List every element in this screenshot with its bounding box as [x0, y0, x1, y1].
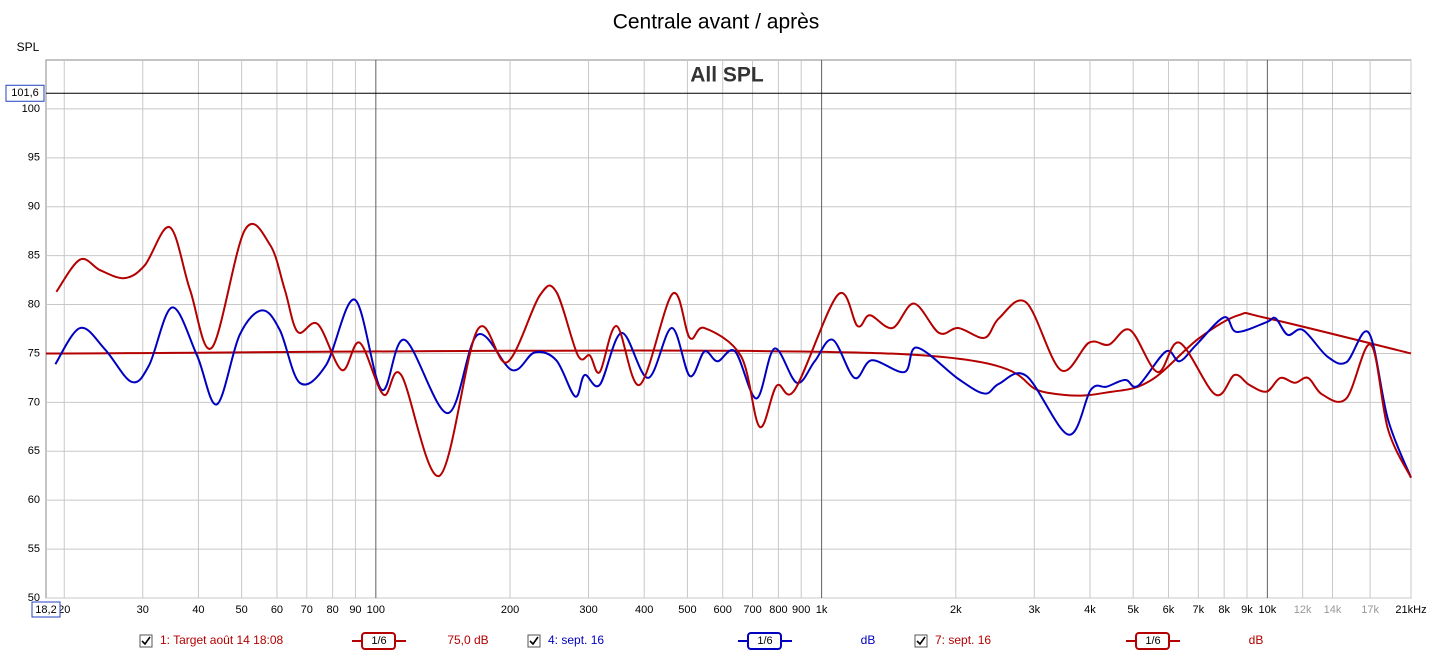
- x-tick-label: 90: [349, 604, 361, 616]
- y-tick-label: 55: [28, 543, 40, 555]
- plot-area: [45, 59, 1412, 599]
- y-axis-label: SPL: [17, 40, 40, 54]
- x-tick-label: 200: [501, 604, 519, 616]
- cursor-box: [5, 84, 45, 102]
- x-tick-label: 800: [769, 604, 787, 616]
- x-tick-label: 4k: [1084, 604, 1096, 616]
- x-tick-label: 1k: [816, 604, 828, 616]
- legend-label: 1: Target août 14 18:08: [160, 633, 284, 647]
- x-tick-label: 12k: [1294, 604, 1312, 616]
- y-tick-label: 60: [28, 494, 40, 506]
- y-tick-label: 100: [22, 103, 40, 115]
- x-tick-label: 8k: [1218, 604, 1230, 616]
- plot-subtitle: All SPL: [690, 64, 764, 87]
- legend-check: [141, 636, 151, 646]
- legend-smoothing-box[interactable]: [747, 632, 782, 650]
- x-tick-label: 21kHz: [1395, 604, 1426, 616]
- x-tick-label: 100: [367, 604, 385, 616]
- cursor-label: 101,6: [11, 87, 39, 99]
- y-tick-label: 90: [28, 201, 40, 213]
- labels: 50 55 60 65 70 75 80 85 90 95 100 20 30 40 50 60 70 80 90 1…: [5, 84, 1427, 618]
- legend-checkbox[interactable]: [139, 634, 153, 648]
- x-tick-label: 70: [301, 604, 313, 616]
- x-tick-label: 900: [792, 604, 810, 616]
- x-start-box: [31, 601, 61, 618]
- x-tick-label: 80: [327, 604, 339, 616]
- x-start-label: 18,2: [35, 604, 56, 616]
- y-tick-label: 75: [28, 347, 40, 359]
- legend-offset: 75,0 dB: [447, 633, 488, 647]
- grid: [46, 60, 1412, 599]
- legend-checkbox[interactable]: [527, 634, 541, 648]
- x-tick-label: 3k: [1028, 604, 1040, 616]
- x-tick-label: 700: [743, 604, 761, 616]
- legend-checkbox[interactable]: [914, 634, 928, 648]
- legend-smoothing: 1/6: [1145, 635, 1160, 647]
- series-line: [55, 222, 1412, 479]
- x-tick-label: 400: [635, 604, 653, 616]
- y-tick-label: 80: [28, 298, 40, 310]
- y-tick-label: 85: [28, 250, 40, 262]
- x-tick-label: 2k: [950, 604, 962, 616]
- legend-check: [529, 636, 539, 646]
- x-tick-label: 50: [236, 604, 248, 616]
- x-tick-label: 40: [192, 604, 204, 616]
- series-line: [54, 298, 1412, 479]
- x-tick-label: 6k: [1163, 604, 1175, 616]
- x-tick-label: 60: [271, 604, 283, 616]
- x-tick-label: 7k: [1193, 604, 1205, 616]
- legend-label: 7: sept. 16: [935, 633, 991, 647]
- legend-offset: dB: [1249, 633, 1264, 647]
- x-tick-label: 500: [678, 604, 696, 616]
- lines: [45, 222, 1412, 479]
- legend-smoothing-box[interactable]: [1135, 632, 1170, 650]
- y-tick-label: 70: [28, 396, 40, 408]
- legend-smoothing-box[interactable]: [361, 632, 396, 650]
- y-tick-label: 65: [28, 445, 40, 457]
- y-tick-label: 50: [28, 592, 40, 604]
- y-tick-label: 95: [28, 152, 40, 164]
- x-tick-label: 30: [137, 604, 149, 616]
- legend-check: [916, 636, 926, 646]
- x-tick-label: 300: [579, 604, 597, 616]
- chart-title: Centrale avant / après: [613, 11, 820, 34]
- x-tick-label: 14k: [1324, 604, 1342, 616]
- x-tick-label: 10k: [1258, 604, 1276, 616]
- legend-smoothing: 1/6: [371, 635, 386, 647]
- legend-offset: dB: [861, 633, 876, 647]
- x-tick-label: 9k: [1241, 604, 1253, 616]
- x-tick-label: 600: [714, 604, 732, 616]
- x-tick-label: 5k: [1127, 604, 1139, 616]
- x-tick-label: 17k: [1361, 604, 1379, 616]
- legend-smoothing: 1/6: [757, 635, 772, 647]
- series-line: [45, 312, 1412, 397]
- legend-label: 4: sept. 16: [548, 633, 604, 647]
- x-tick-label: 20: [58, 604, 70, 616]
